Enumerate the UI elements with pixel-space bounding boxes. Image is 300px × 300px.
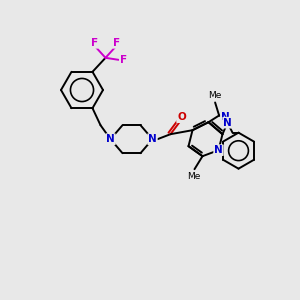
Text: Me: Me [187, 172, 200, 181]
Text: N: N [223, 118, 232, 128]
Text: Me: Me [208, 91, 222, 100]
Text: F: F [113, 38, 120, 48]
Text: O: O [177, 112, 186, 122]
Text: F: F [120, 55, 127, 65]
Text: N: N [148, 134, 157, 144]
Text: F: F [91, 38, 98, 48]
Text: N: N [221, 112, 230, 122]
Text: N: N [106, 134, 115, 144]
Text: N: N [214, 145, 223, 155]
